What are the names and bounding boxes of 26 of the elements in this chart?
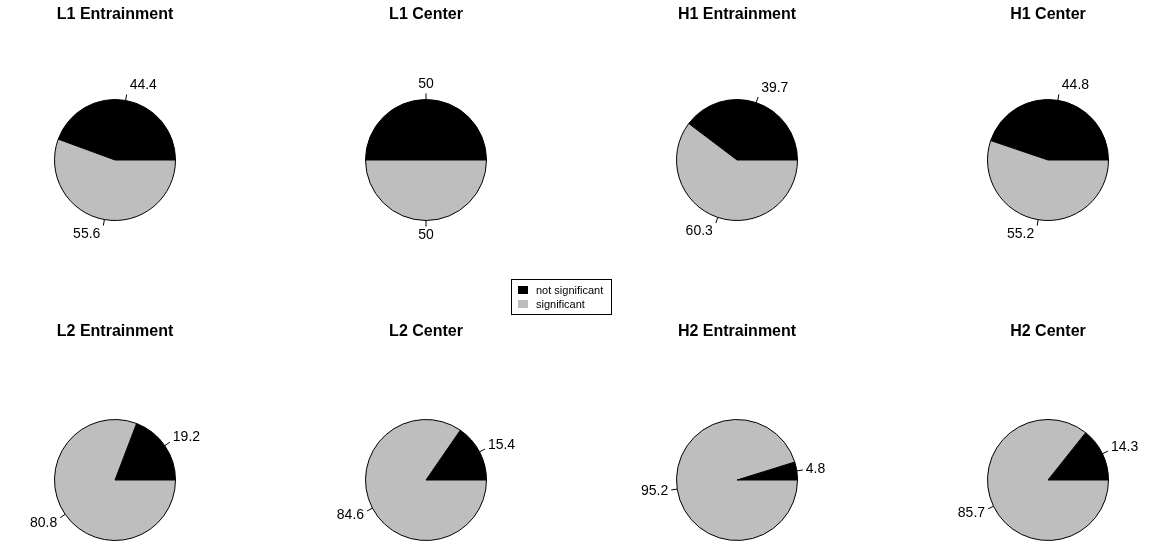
data-label: 39.7: [761, 79, 789, 96]
data-label: 44.4: [129, 76, 158, 93]
data-label: 80.8: [29, 513, 58, 530]
data-label: 55.2: [1006, 225, 1035, 242]
legend-label: significant: [536, 297, 585, 311]
chart-title: H2 Center: [1010, 322, 1086, 340]
data-label: 14.3: [1110, 438, 1139, 455]
data-label: 84.6: [336, 506, 365, 522]
chart-title: L2 Center: [389, 322, 463, 340]
chart-title: H2 Entrainment: [677, 322, 797, 340]
data-label: 55.6: [73, 225, 101, 242]
data-label: 4.8: [805, 459, 826, 476]
data-label: 44.8: [1061, 76, 1090, 93]
chart-title: L1 Entrainment: [56, 5, 174, 23]
chart-title: L2 Entrainment: [56, 322, 174, 340]
data-label: 85.7: [957, 503, 986, 520]
chart-title: L1 Center: [389, 5, 463, 23]
legend-label: not significant: [536, 283, 604, 297]
data-label: 95.2: [640, 482, 669, 499]
chart-title: H1 Center: [1010, 5, 1086, 23]
data-label: 19.2: [172, 428, 201, 444]
data-label: 60.3: [685, 222, 714, 239]
data-label: 50: [418, 226, 434, 243]
data-label: 15.4: [487, 435, 516, 452]
data-label: 50: [418, 75, 434, 92]
chart-title: H1 Entrainment: [677, 5, 797, 23]
